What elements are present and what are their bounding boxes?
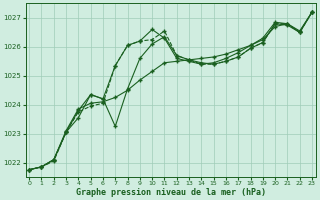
X-axis label: Graphe pression niveau de la mer (hPa): Graphe pression niveau de la mer (hPa) [76,188,266,197]
